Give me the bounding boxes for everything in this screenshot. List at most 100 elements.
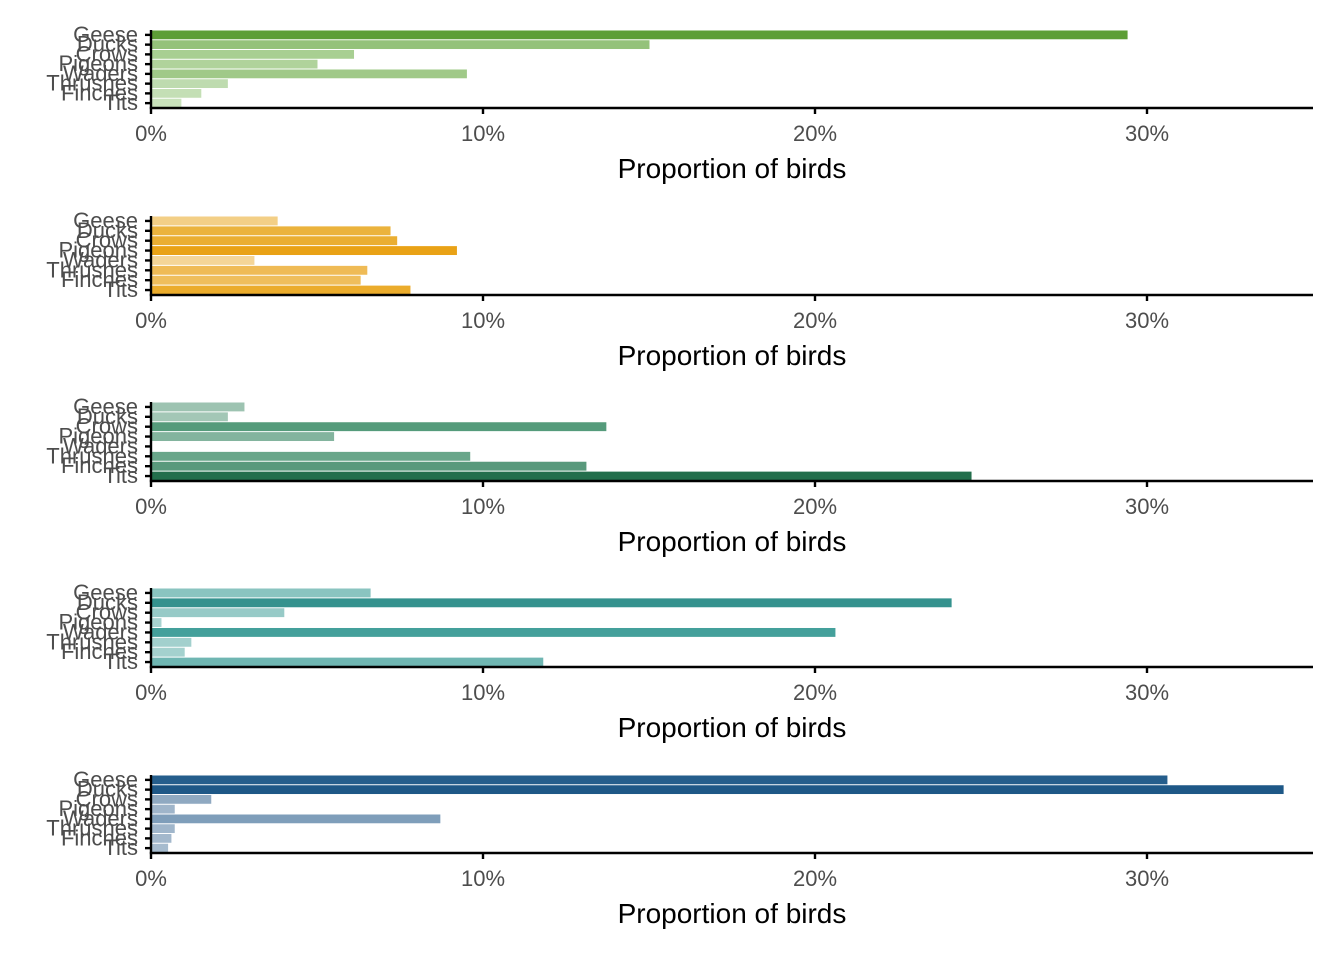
category-label-crows: Crows <box>76 786 138 811</box>
x-tick-label: 10% <box>461 866 505 891</box>
panel-2: GeeseDucksCrowsPigeonsWadersThrushesFinc… <box>46 208 1313 371</box>
bar-geese <box>151 30 1128 40</box>
panel-5: GeeseDucksCrowsPigeonsWadersThrushesFinc… <box>46 767 1313 929</box>
bar-finches <box>151 88 202 98</box>
bar-finches <box>151 275 361 285</box>
x-tick-label: 20% <box>793 866 837 891</box>
x-tick-label: 30% <box>1125 121 1169 146</box>
panel-3: GeeseDucksCrowsPigeonsWadersThrushesFinc… <box>46 394 1313 557</box>
bar-thrushes <box>151 265 368 275</box>
x-tick-label: 20% <box>793 494 837 519</box>
bar-thrushes <box>151 637 192 647</box>
category-label-thrushes: Thrushes <box>46 816 138 841</box>
x-tick-label: 10% <box>461 680 505 705</box>
x-tick-label: 20% <box>793 121 837 146</box>
category-label-tits: Tits <box>103 277 138 302</box>
x-tick-label: 0% <box>135 121 167 146</box>
bar-tits <box>151 98 182 108</box>
category-label-geese: Geese <box>73 767 138 792</box>
category-label-pigeons: Pigeons <box>58 796 138 821</box>
bar-ducks <box>151 226 391 236</box>
category-label-crows: Crows <box>76 600 138 625</box>
bar-crows <box>151 608 285 618</box>
bar-geese <box>151 216 278 226</box>
bar-ducks <box>151 785 1284 795</box>
category-label-finches: Finches <box>61 639 138 664</box>
x-axis-title: Proportion of birds <box>618 526 847 557</box>
panel-1: GeeseDucksCrowsPigeonsWadersThrushesFinc… <box>46 22 1313 184</box>
category-label-tits: Tits <box>103 835 138 860</box>
category-label-waders: Waders <box>63 247 138 272</box>
bar-geese <box>151 588 371 598</box>
x-tick-label: 10% <box>461 121 505 146</box>
x-tick-label: 10% <box>461 308 505 333</box>
category-label-waders: Waders <box>63 61 138 86</box>
category-label-ducks: Ducks <box>77 404 138 429</box>
x-tick-label: 0% <box>135 494 167 519</box>
bar-geese <box>151 775 1168 785</box>
bar-thrushes <box>151 79 228 89</box>
bar-crows <box>151 49 355 59</box>
bar-crows <box>151 236 398 246</box>
category-label-finches: Finches <box>61 453 138 478</box>
x-tick-label: 0% <box>135 866 167 891</box>
category-label-crows: Crows <box>76 414 138 439</box>
x-tick-label: 10% <box>461 494 505 519</box>
bar-ducks <box>151 40 650 50</box>
x-tick-label: 30% <box>1125 308 1169 333</box>
category-label-thrushes: Thrushes <box>46 257 138 282</box>
x-axis-title: Proportion of birds <box>618 898 847 929</box>
category-label-crows: Crows <box>76 228 138 253</box>
panel-4: GeeseDucksCrowsPigeonsWadersThrushesFinc… <box>46 580 1313 743</box>
bar-tits <box>151 285 411 295</box>
category-label-thrushes: Thrushes <box>46 629 138 654</box>
category-label-waders: Waders <box>63 806 138 831</box>
bar-geese <box>151 402 245 412</box>
bar-pigeons <box>151 804 175 814</box>
category-label-pigeons: Pigeons <box>58 238 138 263</box>
bar-pigeons <box>151 618 162 628</box>
bar-crows <box>151 422 607 432</box>
bar-thrushes <box>151 824 175 834</box>
category-label-geese: Geese <box>73 22 138 47</box>
bar-crows <box>151 794 212 804</box>
category-label-ducks: Ducks <box>77 777 138 802</box>
bar-ducks <box>151 598 952 608</box>
category-label-waders: Waders <box>63 619 138 644</box>
x-tick-label: 20% <box>793 680 837 705</box>
bar-waders <box>151 814 441 824</box>
category-label-pigeons: Pigeons <box>58 424 138 449</box>
category-label-thrushes: Thrushes <box>46 71 138 96</box>
bar-finches <box>151 461 587 471</box>
bar-ducks <box>151 412 228 422</box>
x-tick-label: 30% <box>1125 494 1169 519</box>
bar-pigeons <box>151 432 335 442</box>
category-label-geese: Geese <box>73 394 138 419</box>
x-axis-title: Proportion of birds <box>618 153 847 184</box>
category-label-ducks: Ducks <box>77 590 138 615</box>
bar-pigeons <box>151 246 457 256</box>
x-tick-label: 0% <box>135 680 167 705</box>
x-tick-label: 20% <box>793 308 837 333</box>
category-label-ducks: Ducks <box>77 218 138 243</box>
x-tick-label: 30% <box>1125 866 1169 891</box>
category-label-pigeons: Pigeons <box>58 610 138 635</box>
category-label-finches: Finches <box>61 80 138 105</box>
category-label-pigeons: Pigeons <box>58 51 138 76</box>
category-label-waders: Waders <box>63 433 138 458</box>
bar-tits <box>151 843 169 853</box>
bar-tits <box>151 657 544 667</box>
x-tick-label: 0% <box>135 308 167 333</box>
category-label-thrushes: Thrushes <box>46 443 138 468</box>
category-label-tits: Tits <box>103 463 138 488</box>
category-label-finches: Finches <box>61 267 138 292</box>
category-label-finches: Finches <box>61 825 138 850</box>
x-tick-label: 30% <box>1125 680 1169 705</box>
category-label-crows: Crows <box>76 41 138 66</box>
x-axis-title: Proportion of birds <box>618 340 847 371</box>
bar-pigeons <box>151 59 318 69</box>
category-label-tits: Tits <box>103 649 138 674</box>
bar-finches <box>151 647 185 657</box>
category-label-geese: Geese <box>73 208 138 233</box>
